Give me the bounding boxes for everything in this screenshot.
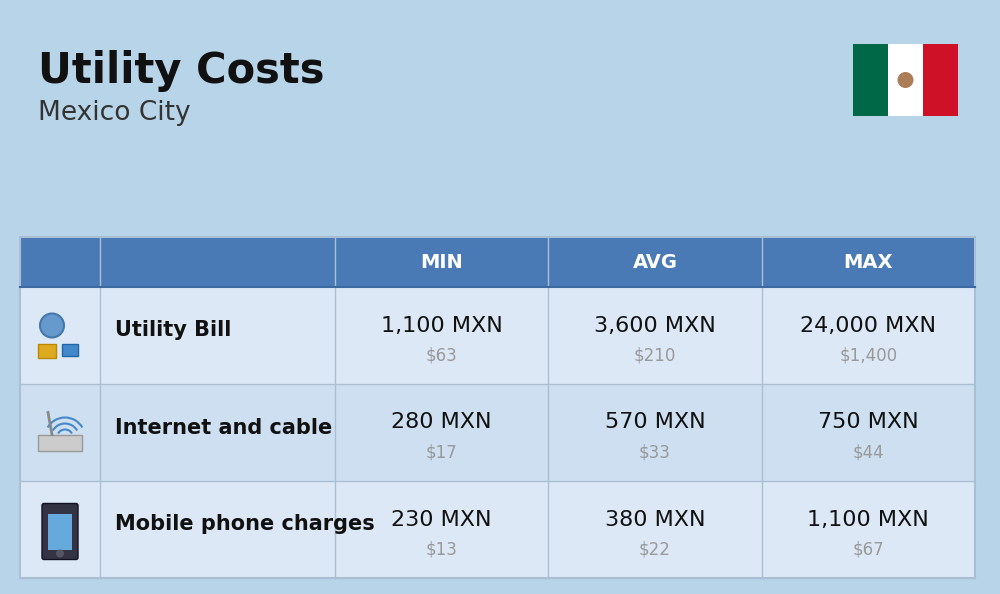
Bar [853, 44, 888, 116]
Bar [20, 237, 975, 287]
Text: 570 MXN: 570 MXN [605, 412, 705, 432]
Text: 3,600 MXN: 3,600 MXN [594, 315, 716, 336]
Bar [38, 434, 82, 450]
Text: Utility Costs: Utility Costs [38, 50, 324, 92]
Text: AVG: AVG [633, 252, 678, 271]
Text: 1,100 MXN: 1,100 MXN [381, 315, 503, 336]
Circle shape [56, 549, 64, 558]
Text: 24,000 MXN: 24,000 MXN [800, 315, 936, 336]
Text: $22: $22 [639, 541, 671, 558]
Bar [62, 343, 78, 355]
Text: Internet and cable: Internet and cable [115, 418, 332, 438]
Bar [888, 44, 923, 116]
Text: MIN: MIN [420, 252, 463, 271]
Text: 750 MXN: 750 MXN [818, 412, 919, 432]
Text: $67: $67 [853, 541, 884, 558]
Text: 230 MXN: 230 MXN [391, 510, 492, 529]
Text: MAX: MAX [844, 252, 893, 271]
Circle shape [898, 72, 914, 88]
Text: 280 MXN: 280 MXN [391, 412, 492, 432]
Bar [20, 481, 975, 578]
Text: Mobile phone charges: Mobile phone charges [115, 514, 375, 535]
Text: 380 MXN: 380 MXN [605, 510, 705, 529]
Text: $44: $44 [853, 444, 884, 462]
Text: $13: $13 [426, 541, 458, 558]
Text: $63: $63 [426, 346, 458, 365]
Text: $210: $210 [634, 346, 676, 365]
Bar [20, 237, 975, 578]
Bar [38, 343, 56, 358]
Bar [20, 287, 975, 384]
Text: $17: $17 [426, 444, 458, 462]
Bar [923, 44, 958, 116]
Text: 1,100 MXN: 1,100 MXN [807, 510, 929, 529]
Text: $33: $33 [639, 444, 671, 462]
Text: $1,400: $1,400 [839, 346, 897, 365]
Circle shape [40, 314, 64, 337]
Bar [20, 384, 975, 481]
FancyBboxPatch shape [42, 504, 78, 560]
Text: Utility Bill: Utility Bill [115, 321, 231, 340]
Bar [48, 513, 72, 549]
Text: Mexico City: Mexico City [38, 100, 191, 126]
